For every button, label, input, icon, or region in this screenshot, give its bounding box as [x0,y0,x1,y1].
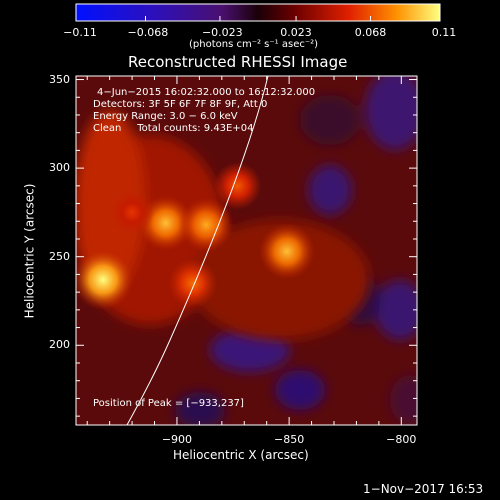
heatmap-sources [76,161,316,311]
heatmap-image [76,76,417,425]
colorbar-tick-label: 0.11 [431,26,457,39]
colorbar [75,3,441,22]
chart-title: Reconstructed RHESSI Image [128,53,348,71]
annotation-detectors: Detectors: 3F 5F 6F 7F 8F 9F, Att 0 [93,99,268,110]
emission-source [213,161,262,210]
colorbar-tick-label: 0.023 [280,26,312,39]
colorbar-tick-label: −0.023 [201,26,243,39]
colorbar-unit-label: (photons cm⁻² s⁻¹ asec⁻²) [189,39,319,50]
timestamp: 1−Nov−2017 16:53 [363,482,484,496]
x-tick-label: −800 [386,433,417,446]
y-tick-label: 200 [49,338,70,352]
x-tick-label: −900 [161,433,193,446]
y-tick-label: 250 [49,249,70,263]
x-tick-label: −850 [274,433,305,446]
colorbar-tick-label: −0.068 [127,26,169,39]
y-tick-label: 300 [49,161,70,175]
colorbar-tick-label: −0.11 [63,26,97,39]
annotation-clean-counts: Clean Total counts: 9.43E+04 [93,123,254,134]
annotation-peak-position: Position of Peak = [−933,237] [93,398,244,409]
emission-source [76,249,134,311]
annotation-energy-range: Energy Range: 3.0 − 6.0 keV [93,111,238,122]
y-tick-label: 350 [49,72,70,86]
colorbar-ticks [75,16,441,21]
plot-frame [75,75,418,426]
axis-ticks [76,76,417,425]
emission-source [258,223,316,280]
annotation-time-range: 4−Jun−2015 16:02:32.000 to 16:12:32.000 [97,87,316,98]
x-axis-label: Heliocentric X (arcsec) [173,448,309,462]
emission-source [178,197,234,253]
emission-source [109,190,155,235]
colorbar-tick-label: 0.068 [354,26,387,39]
solar-limb [126,76,269,425]
emission-source [167,258,218,309]
y-axis-label: Heliocentric Y (arcsec) [22,183,37,319]
